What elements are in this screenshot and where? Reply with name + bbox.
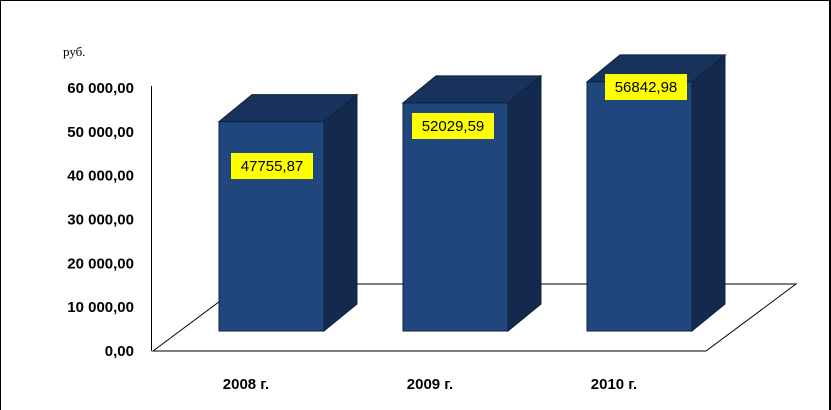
y-tick-label: 60 000,00 [67,80,134,97]
y-axis-tick-labels: 0,00 10 000,00 20 000,00 30 000,00 40 000,00… [67,80,134,360]
data-label-background [605,74,687,100]
data-label-background [231,153,313,179]
data-label: 52029,59 [412,113,494,139]
y-tick-label: 50 000,00 [67,124,134,141]
bar [217,93,359,333]
data-label-text: 52029,59 [422,118,485,135]
data-label-text: 56842,98 [615,79,678,96]
bar [401,74,543,333]
bar-front-face [402,102,509,332]
y-tick-label: 10 000,00 [67,299,134,316]
bar-side-face [323,93,358,333]
y-tick-label: 40 000,00 [67,168,134,185]
data-label-background [412,113,494,139]
data-label: 56842,98 [605,74,687,100]
bar [585,53,727,333]
data-label: 47755,87 [231,153,313,179]
x-tick-label: 2008 г. [223,376,269,393]
data-labels: 47755,87 52029,59 56842,98 [231,74,687,179]
y-axis-unit-label: руб. [63,44,86,59]
x-tick-label: 2009 г. [407,376,453,393]
bar-side-face [507,74,542,333]
bar-front-face [586,81,693,332]
y-tick-label: 0,00 [105,343,134,360]
y-tick-label: 20 000,00 [67,255,134,272]
x-axis-tick-labels: 2008 г. 2009 г. 2010 г. [223,376,637,393]
y-tick-label: 30 000,00 [67,212,134,229]
bar-side-face [691,53,726,333]
x-tick-label: 2010 г. [591,376,637,393]
data-label-text: 47755,87 [241,158,304,175]
